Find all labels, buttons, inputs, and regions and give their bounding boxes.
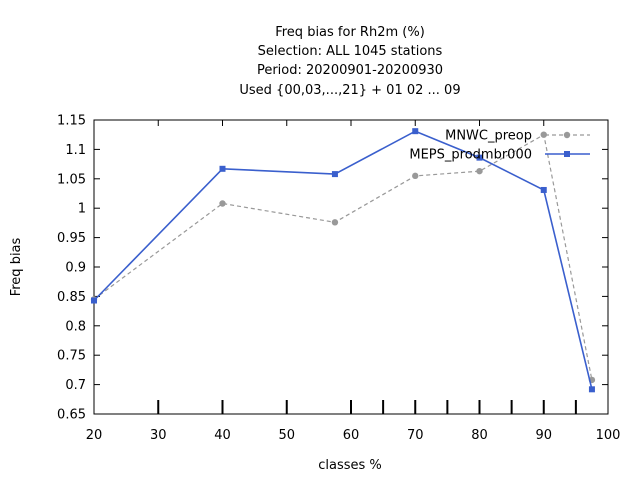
data-point (476, 167, 483, 175)
series-line (93, 133, 593, 381)
legend: MNWC_preop MEPS_prodmbr000 (409, 129, 590, 163)
legend-marker (564, 151, 570, 157)
y-tick-label: 1.05 (57, 172, 86, 187)
x-axis: 20 30 40 50 60 70 80 90 100 (86, 120, 621, 443)
chart-title: Freq bias for Rh2m (%) Selection: ALL 10… (239, 25, 460, 98)
title-line-1: Freq bias for Rh2m (%) (275, 25, 425, 40)
y-tick-label: 1 (78, 202, 86, 217)
x-tick-label: 40 (214, 428, 231, 443)
x-tick-label: 90 (535, 428, 552, 443)
y-tick-label: 1.1 (65, 143, 86, 158)
y-tick-label: 0.8 (65, 319, 86, 334)
data-point (412, 172, 419, 180)
y-axis: 0.65 0.7 0.75 0.8 0.85 0.9 0.95 1 1.05 1.1 1.15 (57, 114, 608, 423)
data-point (540, 186, 547, 193)
x-tick-label: 100 (596, 428, 621, 443)
x-tick-label: 70 (407, 428, 424, 443)
x-tick-label: 30 (150, 428, 167, 443)
x-axis-label: classes % (318, 458, 382, 473)
y-axis-label: Freq bias (9, 237, 24, 296)
plot-frame (93, 119, 609, 415)
data-point (219, 200, 226, 207)
y-tick-label: 0.7 (65, 378, 86, 393)
data-point (476, 154, 483, 161)
y-tick-label: 0.9 (65, 261, 86, 276)
class-boundary-marks (157, 400, 577, 414)
y-tick-label: 1.15 (57, 114, 86, 129)
y-tick-label: 0.95 (57, 231, 86, 246)
data-point (588, 386, 595, 393)
y-tick-label: 0.65 (57, 408, 86, 423)
y-tick-label: 0.85 (57, 290, 86, 305)
x-tick-label: 60 (343, 428, 360, 443)
data-point (91, 297, 97, 304)
data-point (331, 171, 338, 178)
title-line-4: Used {00,03,...,21} + 01 02 ... 09 (239, 83, 460, 98)
x-tick-label: 80 (471, 428, 488, 443)
data-point (412, 128, 419, 135)
legend-label: MNWC_preop (445, 129, 532, 144)
legend-marker (563, 131, 571, 139)
y-tick-label: 0.75 (57, 349, 86, 364)
series-MEPS_prodmbr000 (91, 128, 595, 393)
x-tick-label: 50 (278, 428, 295, 443)
title-line-3: Period: 20200901-20200930 (257, 63, 443, 78)
x-tick-label: 20 (86, 428, 103, 443)
series-group (90, 128, 596, 393)
series-line (93, 130, 593, 390)
legend-label: MEPS_prodmbr000 (409, 148, 532, 163)
data-point (540, 131, 547, 138)
data-point (219, 165, 226, 172)
data-point (331, 219, 339, 226)
title-line-2: Selection: ALL 1045 stations (258, 44, 443, 59)
